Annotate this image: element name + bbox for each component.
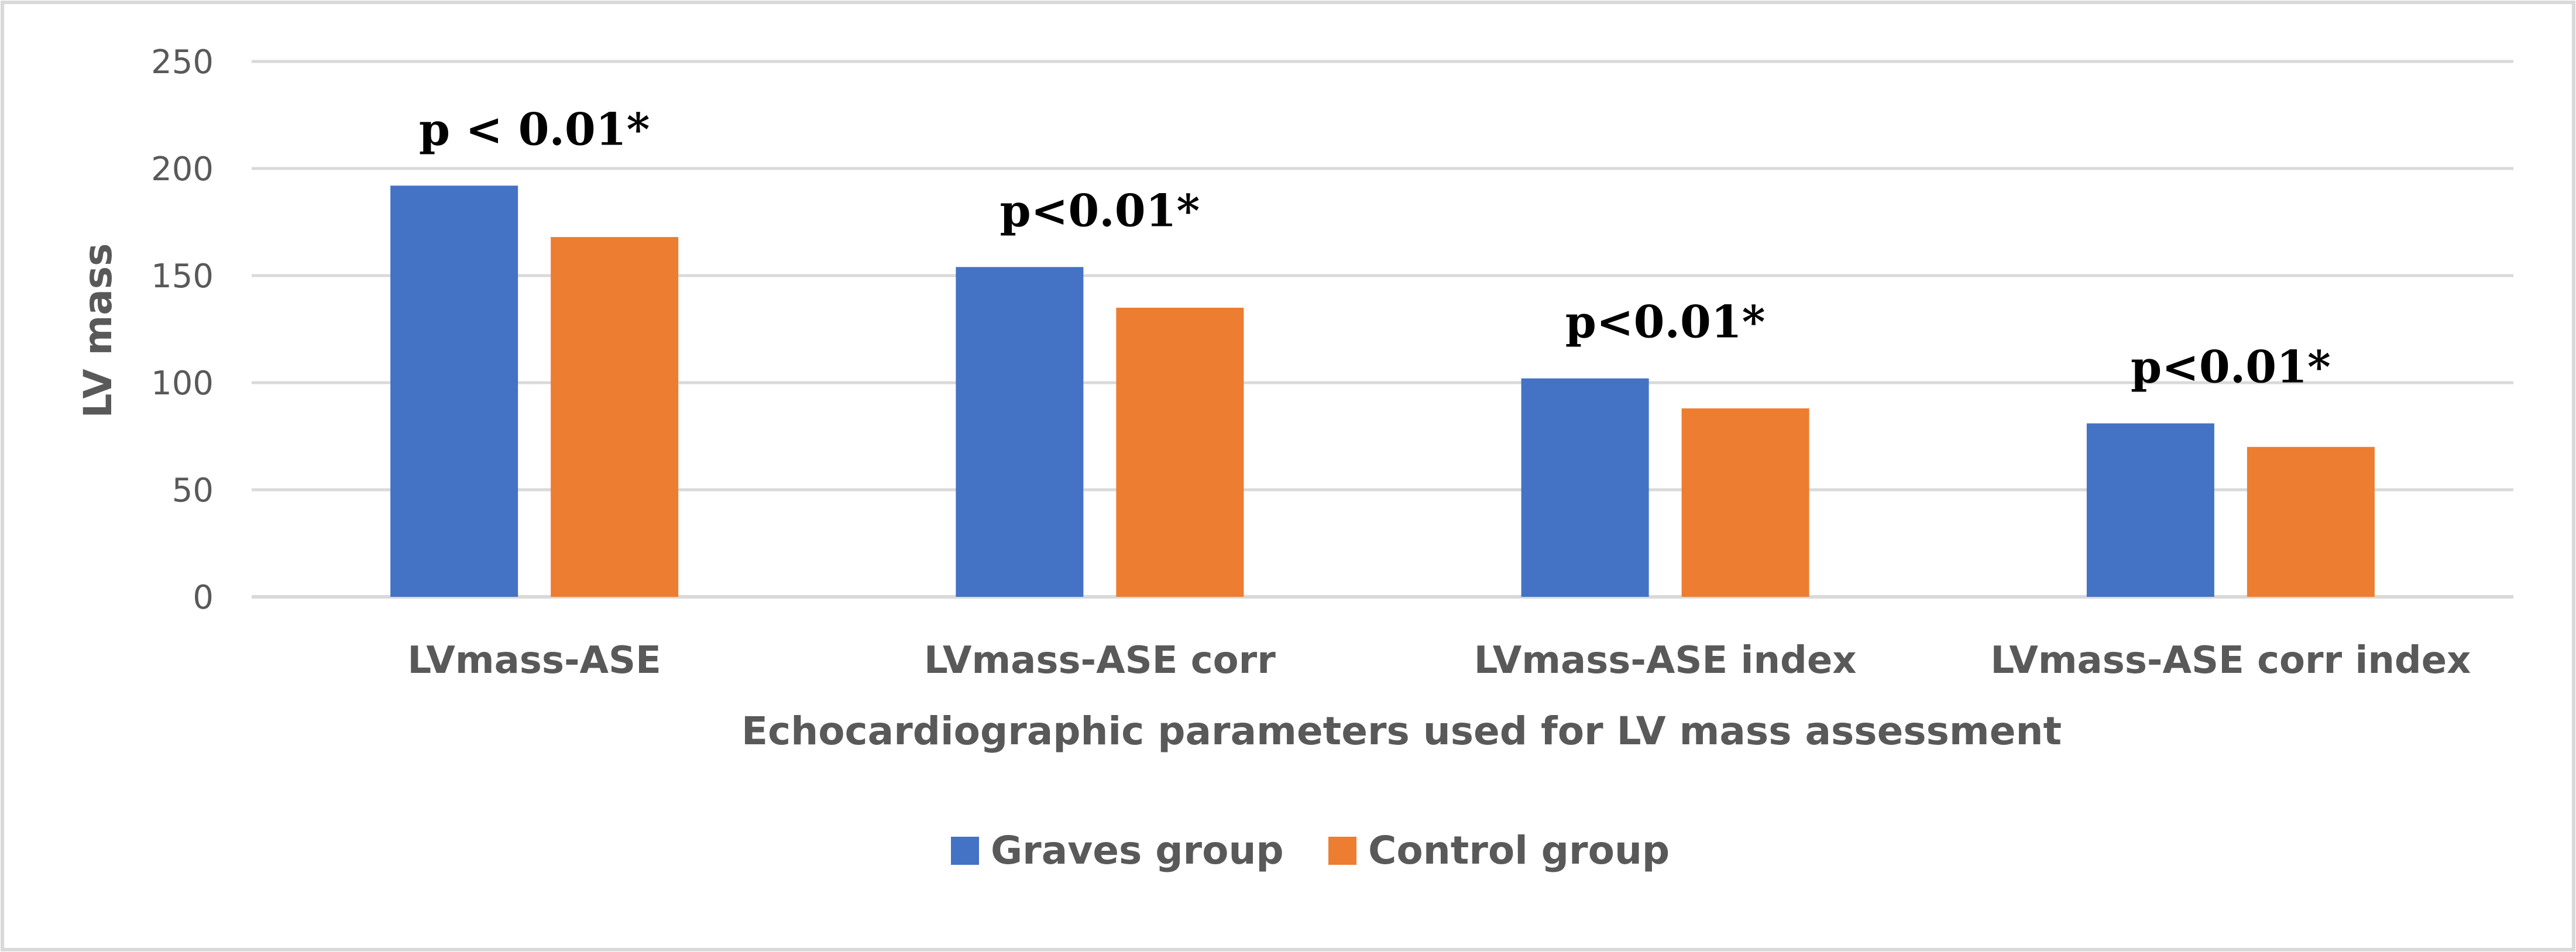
bar-control-group: [1116, 307, 1244, 597]
p-value-annotation: p<0.01*: [2131, 341, 2331, 393]
p-value-annotation: p<0.01*: [1565, 296, 1766, 348]
bar-graves-group: [2086, 423, 2214, 597]
legend-label: Control group: [1368, 828, 1670, 873]
bar-graves-group: [956, 267, 1084, 597]
y-axis-title: LV mass: [75, 243, 121, 418]
legend-swatch: [1328, 837, 1356, 865]
bar-graves-group: [1521, 378, 1649, 597]
x-category-label: LVmass-ASE: [407, 639, 661, 682]
bar-control-group: [1681, 408, 1809, 597]
annotations: p < 0.01* p<0.01* p<0.01* p<0.01*: [419, 103, 2331, 393]
x-axis-title: Echocardiographic parameters used for LV…: [741, 709, 2062, 754]
bar-control-group: [2247, 446, 2375, 597]
y-tick-label: 150: [151, 257, 214, 295]
y-tick-label: 200: [151, 150, 214, 188]
y-tick-label: 250: [151, 43, 214, 81]
x-axis-categories: LVmass-ASE LVmass-ASE corr LVmass-ASE inde…: [407, 639, 2471, 682]
p-value-annotation: p<0.01*: [1000, 184, 1200, 236]
bar-control-group: [551, 237, 679, 597]
bar-graves-group: [390, 185, 518, 597]
p-value-annotation: p < 0.01*: [419, 103, 650, 155]
legend-label: Graves group: [991, 828, 1284, 873]
x-category-label: LVmass-ASE corr index: [1990, 639, 2471, 682]
y-tick-label: 50: [172, 472, 214, 510]
y-axis-ticks: 0 50 100 150 200 250: [151, 43, 214, 617]
y-tick-label: 0: [193, 579, 214, 617]
y-tick-label: 100: [151, 365, 214, 403]
bars: [390, 185, 2375, 597]
x-category-label: LVmass-ASE index: [1474, 639, 1857, 682]
x-category-label: LVmass-ASE corr: [924, 639, 1276, 682]
legend-swatch: [951, 837, 979, 865]
legend: Graves group Control group: [951, 828, 1670, 873]
